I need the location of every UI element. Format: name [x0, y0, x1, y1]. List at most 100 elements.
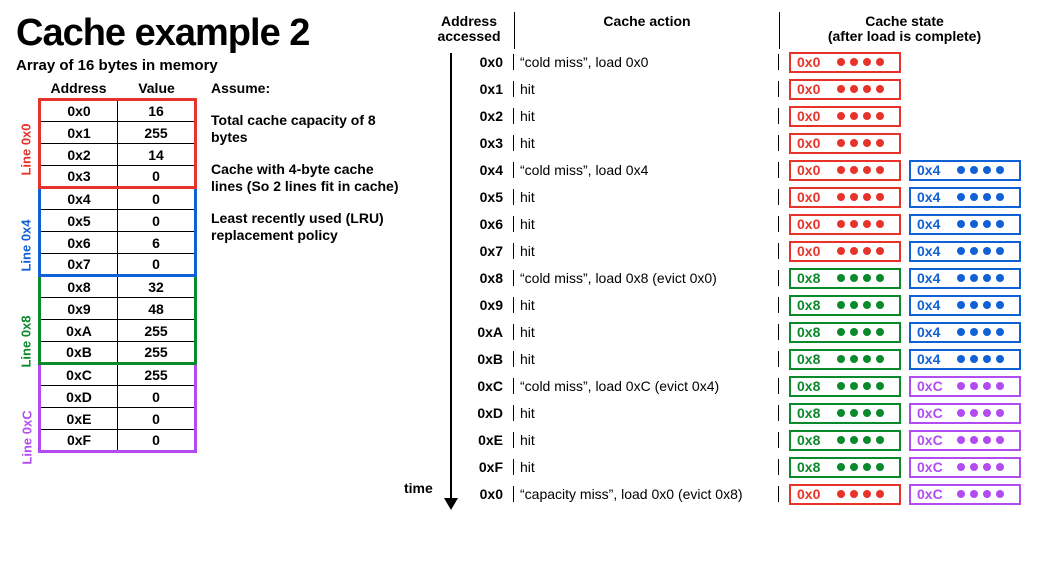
byte-dot-icon [970, 301, 978, 309]
trace-row: 0xAhit0x80x4 [454, 319, 1031, 346]
byte-dot-icon [996, 409, 1004, 417]
trace-address: 0xB [454, 351, 514, 367]
byte-dot-icon [863, 463, 871, 471]
byte-dot-icon [850, 490, 858, 498]
byte-dot-icon [863, 220, 871, 228]
byte-dot-icon [837, 193, 845, 201]
mem-value-cell: 0 [118, 188, 196, 210]
mem-value-cell: 48 [118, 298, 196, 320]
byte-dot-icon [970, 463, 978, 471]
cache-slot-dots [837, 220, 884, 228]
mem-value-cell: 6 [118, 232, 196, 254]
byte-dot-icon [863, 436, 871, 444]
memory-row: 0xF0 [40, 430, 196, 452]
byte-dot-icon [876, 220, 884, 228]
trace-row: 0x7hit0x00x4 [454, 238, 1031, 265]
memory-row: 0xE0 [40, 408, 196, 430]
byte-dot-icon [850, 112, 858, 120]
memory-row: 0xB255 [40, 342, 196, 364]
memory-row: 0x30 [40, 166, 196, 188]
cache-slot-dots [957, 328, 1004, 336]
byte-dot-icon [863, 112, 871, 120]
byte-dot-icon [876, 490, 884, 498]
memory-row: 0x66 [40, 232, 196, 254]
cache-slot-label: 0x4 [917, 216, 949, 232]
subtitle: Array of 16 bytes in memory [16, 57, 424, 74]
trace-panel: Address accessed Cache action Cache stat… [424, 12, 1031, 508]
memory-row: 0x40 [40, 188, 196, 210]
memory-row: 0x214 [40, 144, 196, 166]
cache-slot-label: 0x8 [797, 270, 829, 286]
byte-dot-icon [850, 247, 858, 255]
trace-state: 0x80xC [779, 403, 1031, 424]
cache-slot-dots [957, 193, 1004, 201]
byte-dot-icon [850, 409, 858, 417]
cache-slot-dots [957, 490, 1004, 498]
byte-dot-icon [876, 436, 884, 444]
byte-dot-icon [970, 193, 978, 201]
byte-dot-icon [850, 301, 858, 309]
cache-slot-label: 0x0 [797, 486, 829, 502]
cache-slot-dots [957, 274, 1004, 282]
trace-state: 0x00x4 [779, 160, 1031, 181]
trace-row: 0x0“cold miss”, load 0x00x0 [454, 49, 1031, 76]
byte-dot-icon [957, 301, 965, 309]
byte-dot-icon [850, 139, 858, 147]
byte-dot-icon [957, 409, 965, 417]
trace-state: 0x0 [779, 79, 1031, 100]
col-header-value: Value [118, 80, 196, 100]
trace-header-row: Address accessed Cache action Cache stat… [424, 12, 1031, 49]
memory-table-area: Address Value 0x0160x12550x2140x300x400x… [38, 80, 401, 453]
byte-dot-icon [863, 409, 871, 417]
byte-dot-icon [983, 382, 991, 390]
byte-dot-icon [970, 166, 978, 174]
byte-dot-icon [876, 463, 884, 471]
cache-slot-label: 0x4 [917, 162, 949, 178]
cache-slot: 0x8 [789, 322, 901, 343]
byte-dot-icon [957, 220, 965, 228]
mem-address-cell: 0x4 [40, 188, 118, 210]
trace-address: 0x9 [454, 297, 514, 313]
cache-slot-dots [837, 166, 884, 174]
trace-address: 0x6 [454, 216, 514, 232]
trace-address: 0x2 [454, 108, 514, 124]
cache-slot-dots [957, 382, 1004, 390]
byte-dot-icon [970, 220, 978, 228]
mem-address-cell: 0x0 [40, 100, 118, 122]
cache-slot-dots [837, 58, 884, 66]
cache-slot-label: 0x0 [797, 189, 829, 205]
trace-state: 0x00x4 [779, 187, 1031, 208]
trace-row: 0xBhit0x80x4 [454, 346, 1031, 373]
trace-row: 0xC“cold miss”, load 0xC (evict 0x4)0x80… [454, 373, 1031, 400]
assume-heading: Assume: [211, 80, 401, 98]
byte-dot-icon [970, 436, 978, 444]
line-label: Line 0x4 [19, 219, 34, 271]
trace-state: 0x80x4 [779, 322, 1031, 343]
byte-dot-icon [837, 355, 845, 363]
byte-dot-icon [876, 193, 884, 201]
byte-dot-icon [876, 328, 884, 336]
trace-state: 0x00xC [779, 484, 1031, 505]
cache-slot-label: 0x0 [797, 54, 829, 70]
byte-dot-icon [837, 247, 845, 255]
memory-row: 0xA255 [40, 320, 196, 342]
trace-state: 0x80x4 [779, 268, 1031, 289]
trace-row: 0x1hit0x0 [454, 76, 1031, 103]
byte-dot-icon [957, 328, 965, 336]
byte-dot-icon [957, 247, 965, 255]
byte-dot-icon [837, 409, 845, 417]
trace-address: 0x5 [454, 189, 514, 205]
memory-row: 0x1255 [40, 122, 196, 144]
cache-slot-dots [837, 247, 884, 255]
cache-slot: 0x4 [909, 241, 1021, 262]
cache-slot-label: 0x8 [797, 405, 829, 421]
cache-slot-label: 0x0 [797, 216, 829, 232]
cache-slot: 0x8 [789, 457, 901, 478]
byte-dot-icon [850, 58, 858, 66]
byte-dot-icon [863, 139, 871, 147]
byte-dot-icon [983, 274, 991, 282]
cache-slot-label: 0x0 [797, 108, 829, 124]
trace-state: 0x80xC [779, 376, 1031, 397]
byte-dot-icon [837, 328, 845, 336]
mem-address-cell: 0xA [40, 320, 118, 342]
